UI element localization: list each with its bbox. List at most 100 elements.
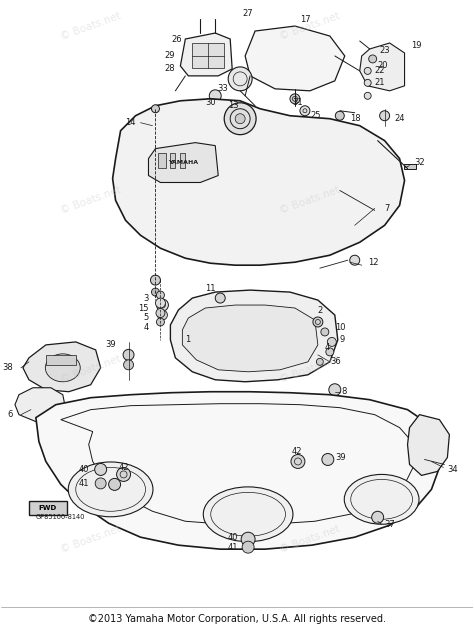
Text: FWD: FWD bbox=[39, 505, 57, 511]
Circle shape bbox=[156, 318, 164, 326]
Bar bbox=[171, 153, 175, 168]
Text: 19: 19 bbox=[411, 42, 422, 51]
Text: © Boats.net: © Boats.net bbox=[59, 185, 122, 216]
Polygon shape bbox=[23, 342, 100, 392]
Circle shape bbox=[316, 358, 323, 365]
Text: 36: 36 bbox=[330, 358, 341, 367]
Text: © Boats.net: © Boats.net bbox=[59, 354, 122, 385]
Circle shape bbox=[156, 299, 168, 311]
Text: 7: 7 bbox=[384, 204, 390, 213]
Text: 6: 6 bbox=[8, 410, 13, 419]
Text: 4: 4 bbox=[143, 323, 148, 332]
Bar bbox=[403, 163, 416, 168]
Circle shape bbox=[123, 349, 134, 360]
Circle shape bbox=[364, 79, 371, 86]
Circle shape bbox=[350, 255, 360, 265]
Text: © Boats.net: © Boats.net bbox=[278, 185, 341, 216]
Ellipse shape bbox=[46, 354, 80, 382]
Circle shape bbox=[369, 55, 377, 63]
Text: 39: 39 bbox=[335, 453, 346, 462]
Circle shape bbox=[228, 67, 252, 91]
Text: 31: 31 bbox=[292, 98, 302, 107]
Polygon shape bbox=[113, 99, 404, 265]
Text: 20: 20 bbox=[378, 61, 388, 70]
Circle shape bbox=[95, 463, 107, 475]
Text: 29: 29 bbox=[165, 51, 175, 60]
Polygon shape bbox=[182, 305, 318, 372]
Text: 37: 37 bbox=[384, 520, 395, 529]
Polygon shape bbox=[171, 290, 338, 382]
Circle shape bbox=[313, 317, 323, 327]
Text: 40: 40 bbox=[78, 465, 89, 474]
Circle shape bbox=[364, 92, 371, 99]
Circle shape bbox=[322, 453, 334, 465]
Bar bbox=[192, 43, 224, 68]
Text: © Boats.net: © Boats.net bbox=[278, 354, 341, 385]
Text: 2: 2 bbox=[318, 306, 323, 315]
Text: 4: 4 bbox=[325, 343, 330, 353]
Text: YAMAHA: YAMAHA bbox=[168, 160, 199, 165]
Bar bbox=[181, 153, 185, 168]
Text: 17: 17 bbox=[300, 15, 310, 23]
Circle shape bbox=[155, 298, 165, 308]
Text: © Boats.net: © Boats.net bbox=[59, 11, 122, 42]
Text: 27: 27 bbox=[243, 9, 254, 18]
Polygon shape bbox=[245, 26, 345, 91]
Circle shape bbox=[335, 111, 344, 120]
Circle shape bbox=[209, 90, 221, 102]
Text: © Boats.net: © Boats.net bbox=[59, 523, 122, 555]
Circle shape bbox=[290, 94, 300, 104]
Circle shape bbox=[380, 111, 390, 121]
Text: 22: 22 bbox=[374, 66, 385, 75]
Text: 15: 15 bbox=[138, 304, 148, 313]
Circle shape bbox=[321, 328, 329, 336]
Circle shape bbox=[215, 293, 225, 303]
Polygon shape bbox=[360, 43, 404, 91]
Bar bbox=[158, 153, 166, 168]
Text: 9: 9 bbox=[340, 335, 345, 344]
Circle shape bbox=[329, 384, 341, 396]
Circle shape bbox=[152, 288, 159, 296]
Text: 1: 1 bbox=[185, 335, 191, 344]
Circle shape bbox=[95, 478, 106, 489]
Circle shape bbox=[291, 454, 305, 468]
Text: 30: 30 bbox=[205, 98, 216, 107]
Circle shape bbox=[117, 467, 130, 482]
Text: 33: 33 bbox=[218, 84, 228, 93]
Polygon shape bbox=[148, 142, 218, 182]
Text: GP85100-8140: GP85100-8140 bbox=[36, 514, 85, 520]
Text: 34: 34 bbox=[447, 465, 458, 474]
Polygon shape bbox=[15, 388, 66, 422]
Text: 39: 39 bbox=[105, 341, 116, 349]
Ellipse shape bbox=[68, 462, 153, 517]
Circle shape bbox=[364, 67, 371, 75]
Polygon shape bbox=[181, 33, 232, 76]
Text: 23: 23 bbox=[380, 46, 390, 56]
Text: 5: 5 bbox=[143, 313, 148, 322]
Bar bbox=[46, 355, 76, 365]
Text: 13: 13 bbox=[228, 101, 239, 110]
Circle shape bbox=[109, 479, 120, 491]
Text: 40: 40 bbox=[228, 533, 238, 542]
Text: © Boats.net: © Boats.net bbox=[278, 11, 341, 42]
Bar bbox=[29, 501, 67, 515]
Circle shape bbox=[326, 348, 334, 356]
Circle shape bbox=[372, 511, 383, 523]
Circle shape bbox=[300, 106, 310, 116]
Text: 42: 42 bbox=[118, 463, 129, 472]
Text: 25: 25 bbox=[310, 111, 320, 120]
Text: 21: 21 bbox=[374, 78, 385, 87]
Text: ©2013 Yamaha Motor Corporation, U.S.A. All rights reserved.: ©2013 Yamaha Motor Corporation, U.S.A. A… bbox=[88, 614, 386, 624]
Text: 38: 38 bbox=[2, 363, 13, 372]
Circle shape bbox=[152, 105, 159, 113]
Text: 10: 10 bbox=[335, 323, 345, 332]
Text: 41: 41 bbox=[78, 479, 89, 488]
Text: 8: 8 bbox=[342, 387, 347, 396]
Polygon shape bbox=[36, 392, 439, 549]
Circle shape bbox=[235, 114, 245, 123]
Text: 42: 42 bbox=[292, 447, 302, 456]
Circle shape bbox=[150, 275, 160, 285]
Circle shape bbox=[124, 360, 134, 370]
Ellipse shape bbox=[203, 487, 293, 542]
Circle shape bbox=[156, 291, 164, 299]
